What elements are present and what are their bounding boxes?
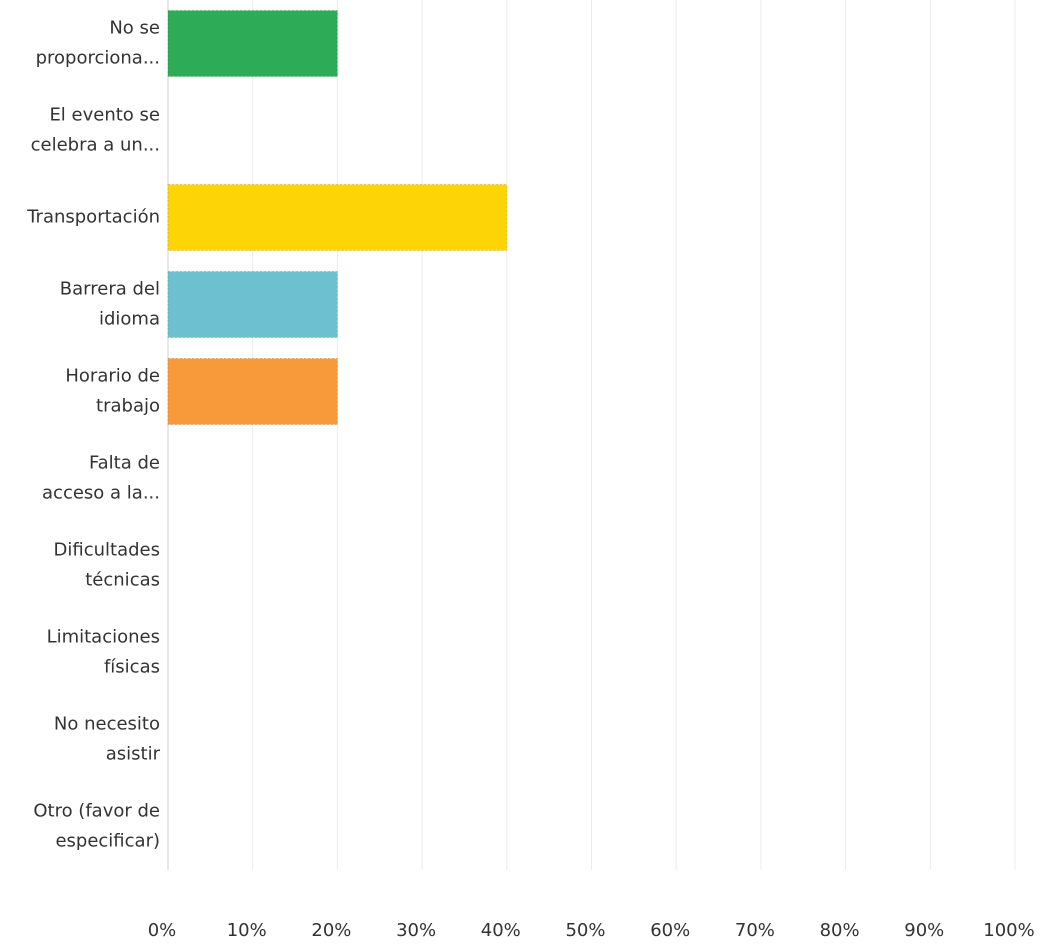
bar [167, 358, 338, 425]
y-tick-label: Transportación [26, 207, 160, 228]
bar [167, 10, 338, 77]
x-tick-label: 90% [904, 920, 944, 941]
y-tick-label: especificar) [55, 831, 160, 852]
y-tick-label: físicas [104, 657, 160, 678]
x-tick-label: 80% [820, 920, 860, 941]
y-tick-label: trabajo [96, 396, 160, 417]
x-tick-label: 100% [983, 920, 1034, 941]
y-tick-label: Barrera del [60, 279, 160, 300]
bar [167, 184, 508, 251]
y-tick-label: celebra a un... [31, 135, 160, 156]
y-tick-label: No necesito [54, 714, 160, 735]
y-tick-label: proporciona... [36, 48, 160, 69]
x-tick-label: 30% [396, 920, 436, 941]
x-tick-label: 0% [148, 920, 177, 941]
y-tick-label: Otro (favor de [33, 801, 160, 822]
x-tick-label: 10% [227, 920, 267, 941]
x-tick-label: 50% [565, 920, 605, 941]
y-tick-label: Dificultades [54, 540, 160, 561]
y-tick-label: No se [109, 18, 160, 39]
x-tick-label: 40% [481, 920, 521, 941]
x-tick-label: 20% [311, 920, 351, 941]
y-tick-label: asistir [106, 744, 161, 765]
x-tick-label: 60% [650, 920, 690, 941]
y-tick-label: Horario de [65, 366, 160, 387]
y-tick-label: idioma [99, 309, 160, 330]
y-tick-label: Falta de [89, 453, 160, 474]
y-tick-label: El evento se [49, 105, 160, 126]
y-tick-label: Limitaciones [47, 627, 160, 648]
y-tick-label: acceso a la... [42, 483, 160, 504]
y-tick-label: técnicas [85, 570, 160, 591]
x-tick-label: 70% [735, 920, 775, 941]
bar [167, 271, 338, 338]
